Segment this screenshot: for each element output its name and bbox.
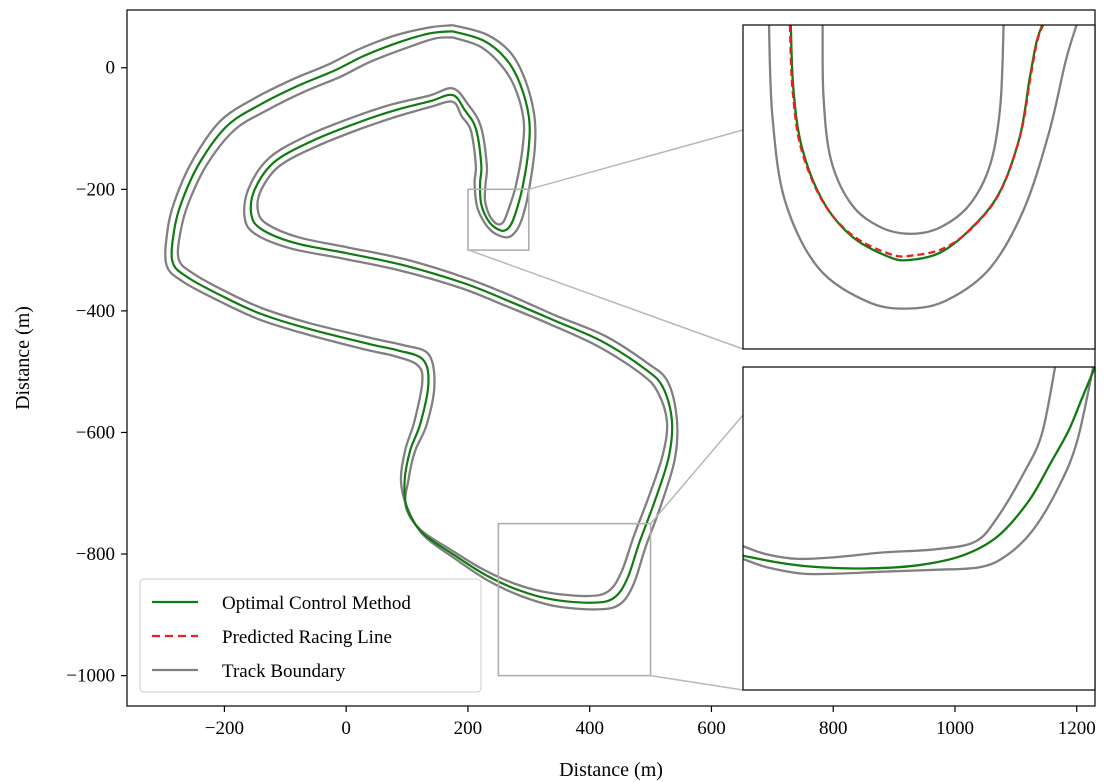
zoom-connector-group (468, 129, 744, 691)
inset-bottom-line-track-boundary-1 (743, 367, 1057, 561)
main-series-group (164, 24, 679, 611)
x-tick-label: 600 (697, 718, 726, 739)
x-tick-label: 0 (341, 718, 351, 739)
inset-bottom-frame (742, 366, 1096, 691)
inset-bottom-line-track-boundary-2 (743, 367, 1095, 576)
inset-top-line-track-boundary-3 (821, 25, 1005, 235)
x-tick-label: 1200 (1058, 718, 1096, 739)
zoom-connector-lower-2 (650, 674, 744, 691)
y-axis-ticks: 0 −200 −400 −600 −800 −1000 (66, 58, 127, 687)
zoom-box-1 (467, 188, 530, 251)
zoom-connector-upper-2 (650, 414, 744, 525)
y-axis-label: Distance (m) (12, 306, 34, 410)
inset-bottom-series-group (743, 367, 1095, 576)
y-tick-label: 0 (106, 58, 116, 79)
inset-top-line-predicted-racing-line-1 (788, 25, 1045, 258)
zoom-connector-upper-1 (528, 129, 744, 191)
x-tick-label: 800 (819, 718, 848, 739)
x-tick-label: 200 (454, 718, 483, 739)
x-tick-label: −200 (205, 718, 244, 739)
inset-top-line-track-boundary-2 (767, 25, 1078, 310)
y-tick-label: −1000 (66, 666, 115, 687)
zoom-box-group (467, 188, 652, 677)
inset-bottom-background (743, 367, 1095, 690)
x-tick-label: 400 (575, 718, 604, 739)
legend-label-optimal-control: Optimal Control Method (222, 593, 411, 614)
y-tick-label: −600 (76, 422, 115, 443)
legend: Optimal Control Method Predicted Racing … (139, 578, 482, 693)
zoom-connector-lower-1 (468, 249, 744, 350)
legend-label-track-boundary: Track Boundary (222, 661, 346, 682)
x-axis-label: Distance (m) (559, 759, 663, 781)
legend-box (139, 578, 482, 693)
series-line-track-boundary-1 (164, 24, 679, 611)
x-tick-label: 1000 (936, 718, 974, 739)
inset-top-frame (742, 24, 1096, 350)
legend-label-predicted-racing-line: Predicted Racing Line (222, 627, 392, 648)
plot-frame (126, 9, 1096, 707)
x-axis-ticks: −200 0 200 400 600 800 1000 1200 (205, 706, 1096, 739)
inset-top-series-group (767, 25, 1078, 310)
zoom-box-2 (497, 522, 652, 677)
series-line-optimal-control-method-0 (170, 30, 674, 604)
inset-top-background (743, 25, 1095, 349)
y-tick-label: −800 (76, 544, 115, 565)
y-tick-label: −400 (76, 301, 115, 322)
y-tick-label: −200 (76, 179, 115, 200)
inset-bottom-line-optimal-control-method-0 (743, 367, 1095, 570)
series-line-track-boundary-2 (176, 36, 669, 598)
